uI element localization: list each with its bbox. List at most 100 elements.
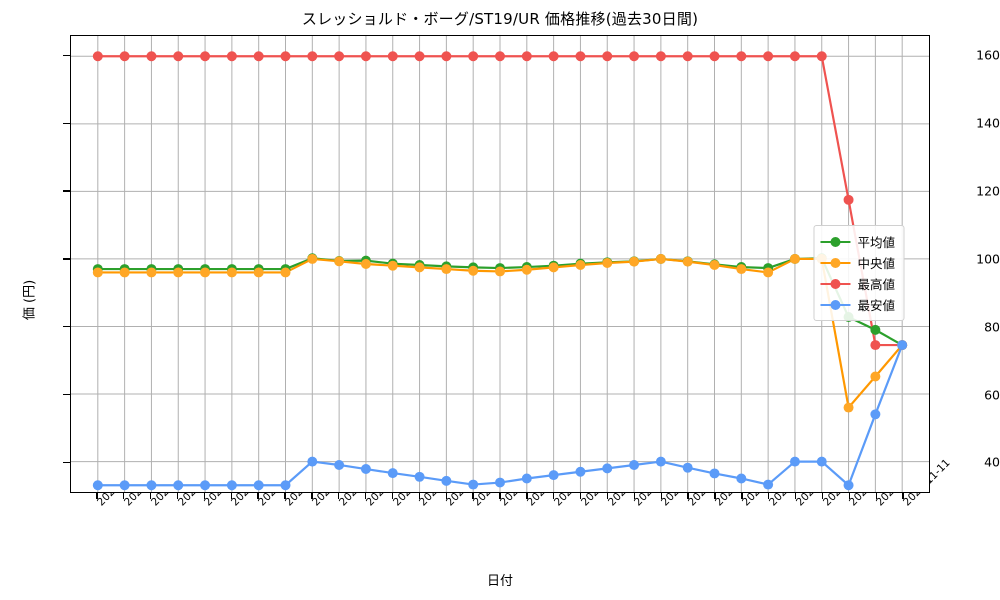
x-tick-mark [311, 493, 313, 499]
y-tick-mark [63, 122, 70, 124]
series-point [602, 51, 613, 62]
y-tick-mark [63, 258, 70, 260]
series-point [870, 409, 881, 420]
series-point [414, 51, 425, 62]
series-point [736, 51, 747, 62]
series-point [575, 260, 586, 270]
series-point [897, 340, 908, 351]
y-tick-mark [63, 461, 70, 464]
series-point [226, 51, 237, 62]
series-point [495, 51, 505, 62]
series-point [521, 473, 532, 484]
y-tick-mark [63, 190, 70, 192]
series-point [682, 462, 693, 473]
series-point [763, 479, 774, 490]
x-tick-mark [418, 493, 421, 499]
series-point [870, 324, 881, 335]
series-point [709, 468, 720, 479]
y-tick-label: 160 [976, 47, 1000, 63]
series-point [119, 480, 130, 491]
series-point [870, 340, 881, 351]
legend-swatch [820, 299, 851, 311]
y-tick-mark [63, 393, 70, 396]
series-point [360, 464, 371, 475]
series-point [709, 51, 720, 62]
chart-legend[interactable]: 平均値中央値最高値最安値 [813, 225, 904, 321]
series-point [280, 267, 291, 278]
series-point [146, 51, 157, 62]
series-point [843, 194, 854, 205]
x-tick-mark [687, 493, 689, 499]
series-point [334, 51, 345, 62]
series-point [495, 266, 505, 277]
series-point [602, 258, 613, 268]
series-point [816, 51, 827, 62]
legend-item[interactable]: 最高値 [820, 273, 895, 294]
series-line-2 [96, 55, 904, 347]
series-point [629, 459, 640, 470]
series-point [280, 480, 291, 491]
series-point [360, 259, 371, 269]
y-tick-label: 140 [976, 115, 1000, 131]
series-point [226, 267, 237, 278]
y-axis-label: 価 (円) [22, 279, 38, 321]
series-point [92, 51, 103, 62]
x-tick-mark [768, 493, 770, 499]
series-point [709, 260, 720, 270]
series-point [843, 480, 854, 491]
series-point [253, 480, 264, 491]
series-point [307, 51, 318, 62]
x-tick-mark [96, 493, 98, 499]
series-point [119, 51, 130, 62]
legend-label: 平均値 [857, 235, 895, 250]
x-tick-mark [203, 493, 206, 499]
series-point [173, 267, 184, 278]
legend-item[interactable]: 平均値 [820, 231, 895, 252]
series-point [763, 267, 774, 278]
series-point [200, 51, 211, 62]
series-point [521, 51, 532, 62]
series-point [441, 51, 452, 62]
series-point [655, 51, 666, 62]
series-point [629, 51, 640, 62]
series-point [548, 51, 559, 62]
x-tick-mark [472, 493, 474, 499]
legend-label: 中央値 [857, 256, 895, 271]
y-tick-label: 80 [984, 319, 1000, 335]
legend-item[interactable]: 最安値 [820, 294, 895, 315]
series-point [468, 51, 479, 62]
legend-swatch [820, 257, 851, 269]
legend-label: 最高値 [857, 277, 895, 292]
series-point [468, 265, 479, 276]
series-point [575, 51, 586, 62]
series-point [146, 267, 157, 278]
series-point [360, 51, 371, 62]
x-axis-label: 日付 [486, 574, 513, 589]
series-point [763, 51, 774, 62]
series-point [736, 264, 747, 275]
x-tick-mark [123, 493, 125, 499]
y-tick-label: 40 [984, 454, 1000, 470]
x-tick-mark [176, 493, 179, 499]
series-line-1 [96, 257, 904, 409]
legend-item[interactable]: 中央値 [820, 252, 895, 273]
y-tick-label: 60 [984, 387, 1000, 403]
series-point [521, 264, 532, 275]
series-point [307, 253, 318, 264]
y-tick-label: 120 [976, 183, 1000, 199]
series-point [387, 260, 398, 271]
x-tick-mark [741, 493, 743, 499]
series-point [468, 479, 479, 490]
series-point [682, 51, 693, 62]
x-tick-mark [499, 493, 501, 499]
chart-title: スレッショルド・ボーグ/ST19/UR 価格推移(過去30日間) [301, 10, 699, 28]
legend-label: 最安値 [857, 298, 895, 313]
series-point [441, 264, 452, 275]
series-point [789, 253, 800, 264]
series-point [441, 475, 452, 486]
series-point [387, 468, 398, 479]
series-point [253, 51, 264, 62]
x-tick-mark [633, 493, 636, 499]
series-point [575, 466, 586, 477]
